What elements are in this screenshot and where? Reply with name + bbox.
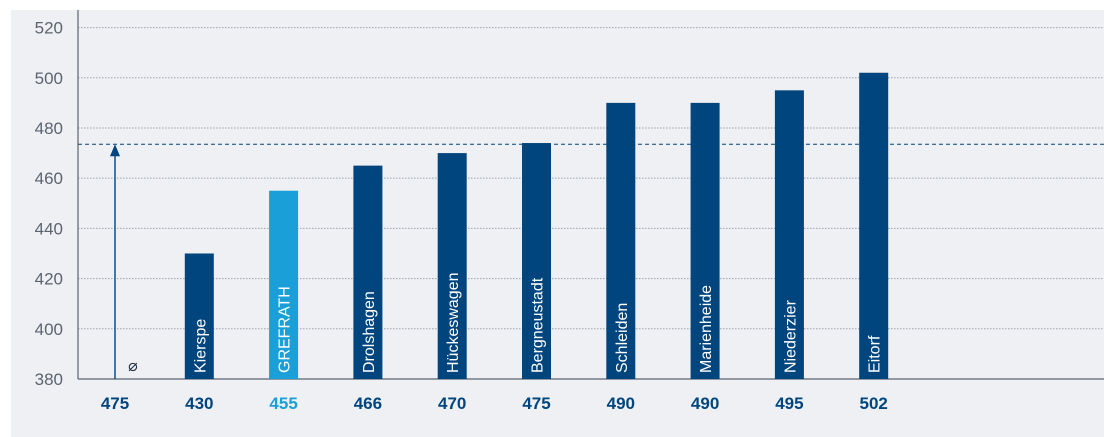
y-tick-label: 480 [35, 119, 63, 138]
average-symbol: ⌀ [128, 356, 138, 375]
average-arrow-head [110, 144, 120, 157]
bar-category-label: Hückeswagen [445, 273, 462, 374]
bar-category-label: Eitorf [867, 335, 884, 373]
bar-category-label: Bergneustadt [530, 277, 547, 373]
bar-chart: 380 400 420 440 460 480 500 520 ⌀ 475 Kierspe 430 GR… [35, 10, 1104, 413]
bar [774, 90, 804, 379]
y-tick-label: 420 [35, 270, 63, 289]
value-label: 490 [691, 394, 719, 413]
bar [269, 190, 299, 379]
bar [606, 102, 636, 379]
bar [184, 253, 214, 379]
value-label: 455 [269, 394, 297, 413]
bar-category-label: GREFRATH [277, 286, 294, 373]
value-label: 502 [860, 394, 888, 413]
value-label: 430 [185, 394, 213, 413]
bar [522, 143, 551, 379]
value-label: 466 [354, 394, 382, 413]
bar [690, 102, 720, 379]
bar [353, 165, 383, 379]
bar-category-label: Marienheide [698, 285, 715, 373]
bar-category-label: Niederzier [782, 299, 799, 373]
y-tick-label: 400 [35, 320, 63, 339]
value-label: 470 [438, 394, 466, 413]
bar-category-label: Kierspe [192, 319, 209, 373]
bar-category-label: Drolshagen [361, 291, 378, 373]
bar [437, 153, 467, 379]
value-label: 475 [522, 394, 550, 413]
value-label: 490 [607, 394, 635, 413]
y-tick-label: 380 [35, 370, 63, 389]
chart-panel: 380 400 420 440 460 480 500 520 ⌀ 475 Kierspe 430 GR… [11, 10, 1104, 437]
y-tick-label: 500 [35, 69, 63, 88]
bar-category-label: Schleiden [614, 303, 631, 373]
value-label: 475 [101, 394, 129, 413]
y-tick-label: 460 [35, 169, 63, 188]
y-tick-label: 440 [35, 219, 63, 238]
y-tick-label: 520 [35, 19, 63, 38]
bar [859, 72, 889, 379]
value-label: 495 [775, 394, 803, 413]
